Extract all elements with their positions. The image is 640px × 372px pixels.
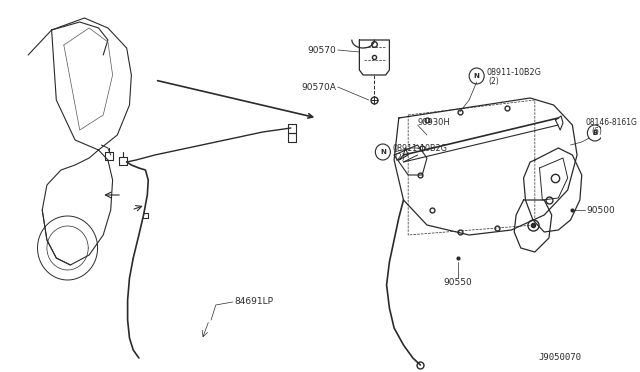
Text: 08911-10B2G: 08911-10B2G <box>392 144 447 153</box>
Text: 90550: 90550 <box>444 278 472 287</box>
Text: 84691LP: 84691LP <box>235 298 273 307</box>
Text: N: N <box>474 73 479 79</box>
Text: J9050070: J9050070 <box>539 353 582 362</box>
Text: 90930H: 90930H <box>417 118 451 126</box>
Text: 90570: 90570 <box>307 45 336 55</box>
Text: (2): (2) <box>394 153 405 161</box>
Text: 90570A: 90570A <box>301 83 336 92</box>
Text: 08146-8161G: 08146-8161G <box>586 118 637 126</box>
Text: 08911-10B2G: 08911-10B2G <box>486 67 541 77</box>
Text: 90500: 90500 <box>586 205 615 215</box>
Text: N: N <box>380 149 386 155</box>
Text: B: B <box>592 130 598 136</box>
Text: (6): (6) <box>591 126 602 135</box>
Text: (2): (2) <box>488 77 499 86</box>
